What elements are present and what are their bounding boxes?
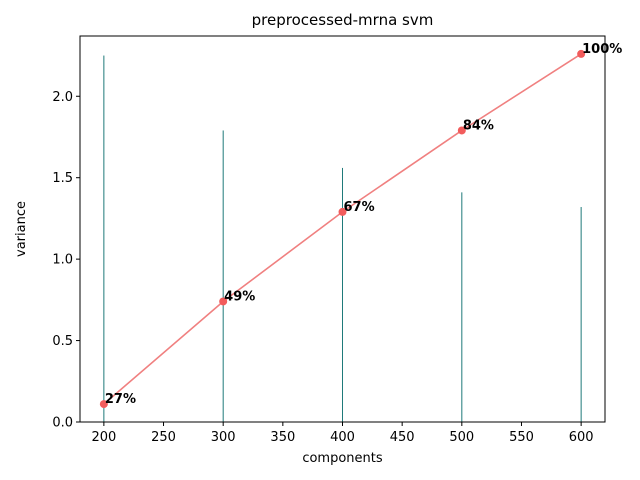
bar [103,55,105,422]
data-label: 49% [224,289,255,304]
x-tick-label: 200 [91,430,116,445]
x-axis: 200 250 300 350 400 450 500 550 600 [91,422,594,445]
bar [461,192,463,422]
series-point [99,400,108,409]
y-tick-label: 1.5 [52,171,73,186]
series-point [338,207,347,216]
bar [580,207,582,422]
x-tick-label: 550 [509,430,534,445]
x-tick-label: 250 [151,430,176,445]
series-point [577,49,586,58]
data-label: 100% [582,42,622,57]
data-label: 67% [344,200,375,215]
x-tick-label: 350 [270,430,295,445]
y-tick-label: 0.5 [52,334,73,349]
y-tick-label: 0.0 [52,416,73,431]
series-point [219,297,228,306]
data-label: 84% [463,118,494,133]
series-point [457,126,466,135]
y-tick-label: 2.0 [52,90,73,105]
chart-title: preprocessed-mrna svm [252,11,434,29]
x-tick-label: 600 [569,430,594,445]
y-tick-label: 1.0 [52,253,73,268]
x-tick-label: 400 [330,430,355,445]
x-tick-label: 500 [449,430,474,445]
data-label: 27% [105,392,136,407]
y-axis-label: variance [14,201,29,257]
labels-layer: 27% 49% 67% 84% 100% [105,42,622,407]
bar [342,167,343,422]
line-layer [99,49,586,409]
bars-layer [103,55,582,422]
x-axis-label: components [302,451,383,466]
y-axis: 0.0 0.5 1.0 1.5 2.0 [52,90,80,431]
bar [222,130,224,422]
x-tick-label: 450 [390,430,415,445]
x-tick-label: 300 [211,430,236,445]
